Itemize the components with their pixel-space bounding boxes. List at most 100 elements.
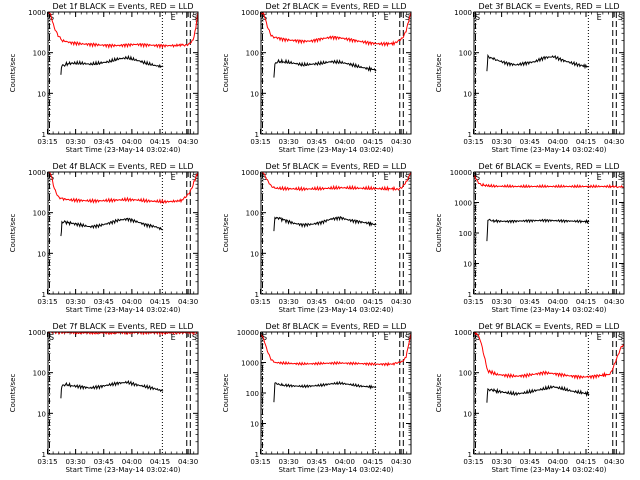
- plot-area: [48, 12, 198, 75]
- plot-area: [48, 172, 198, 237]
- end-marker-label: E: [171, 333, 176, 342]
- y-tick-label: 10: [463, 261, 472, 269]
- x-tick-label: 04:15: [576, 138, 596, 146]
- end-marker-label: E: [597, 13, 602, 22]
- panel-title: Det 3f BLACK = Events, RED = LLD: [478, 2, 619, 11]
- plot-area: [48, 332, 198, 399]
- end-marker-label: E: [384, 173, 389, 182]
- y-tick-label: 1: [42, 291, 46, 299]
- x-tick-label: 04:30: [391, 298, 411, 306]
- x-tick-label: 04:15: [363, 298, 383, 306]
- x-tick-label: 03:15: [37, 458, 57, 466]
- y-tick-label: 10: [37, 410, 46, 418]
- panel-title: Det 5f BLACK = Events, RED = LLD: [265, 162, 406, 171]
- end-marker-label: E: [597, 333, 602, 342]
- plot-frame: [47, 11, 199, 135]
- y-tick-label: 1: [42, 451, 46, 459]
- y-tick-label: 100: [459, 50, 472, 58]
- y-tick-label: 100: [33, 210, 46, 218]
- plot-frame: [473, 331, 625, 455]
- x-tick-label: 04:00: [335, 458, 355, 466]
- events-series-line: [273, 58, 377, 78]
- start-marker-label: S: [262, 333, 267, 342]
- y-tick-label: 10000: [237, 329, 259, 337]
- x-tick-label: 03:15: [463, 458, 483, 466]
- y-tick-label: 1000: [28, 169, 46, 177]
- y-tick-label: 1000: [241, 360, 259, 368]
- x-axis-label: Start Time (23-May-14 03:02:40): [491, 306, 606, 314]
- y-tick-label: 100: [33, 50, 46, 58]
- panel-title: Det 9f BLACK = Events, RED = LLD: [478, 322, 619, 331]
- lld-series-line: [261, 12, 411, 48]
- panel-title: Det 6f BLACK = Events, RED = LLD: [478, 162, 619, 171]
- x-tick-label: 04:15: [150, 458, 170, 466]
- detector-panel: Det 4f BLACK = Events, RED = LLD Counts/s…: [9, 162, 199, 314]
- panel-title: Det 1f BLACK = Events, RED = LLD: [52, 2, 193, 11]
- start-marker-label: S: [475, 13, 480, 22]
- detector-panel: Det 8f BLACK = Events, RED = LLD Counts/s…: [222, 322, 412, 474]
- events-series-line: [273, 380, 377, 403]
- y-tick-label: 10: [37, 250, 46, 258]
- lld-series-line: [474, 175, 624, 189]
- end-marker-label: E: [384, 333, 389, 342]
- plot-frame: [473, 171, 625, 295]
- events-series-line: [60, 217, 164, 237]
- events-series-line: [60, 54, 164, 75]
- x-tick-label: 04:15: [576, 298, 596, 306]
- y-tick-label: 1: [255, 291, 259, 299]
- detector-panel: Det 7f BLACK = Events, RED = LLD Counts/s…: [9, 322, 199, 474]
- x-tick-label: 03:45: [94, 138, 114, 146]
- y-tick-label: 100: [246, 390, 259, 398]
- detector-panel: Det 6f BLACK = Events, RED = LLD Counts/s…: [435, 162, 625, 314]
- x-tick-label: 03:45: [307, 298, 327, 306]
- x-axis-label: Start Time (23-May-14 03:02:40): [278, 306, 393, 314]
- y-tick-label: 1000: [454, 9, 472, 17]
- right-marker-label: S: [618, 13, 623, 22]
- lld-series-line: [48, 332, 198, 336]
- plot-area: [486, 53, 590, 72]
- x-tick-label: 03:45: [94, 458, 114, 466]
- right-marker-label: S: [618, 173, 623, 182]
- y-axis-label: Counts/sec: [222, 374, 230, 413]
- x-tick-label: 04:00: [122, 298, 142, 306]
- x-axis-label: Start Time (23-May-14 03:02:40): [65, 146, 180, 154]
- x-tick-label: 03:30: [279, 138, 299, 146]
- events-series-line: [486, 218, 590, 242]
- start-marker-label: S: [475, 173, 480, 182]
- y-tick-label: 100: [459, 230, 472, 238]
- x-tick-label: 04:30: [604, 298, 624, 306]
- start-marker-label: S: [49, 333, 54, 342]
- x-tick-label: 03:45: [307, 458, 327, 466]
- x-axis-label: Start Time (23-May-14 03:02:40): [491, 146, 606, 154]
- x-tick-label: 03:45: [520, 138, 540, 146]
- x-tick-label: 04:00: [548, 138, 568, 146]
- y-axis-label: Counts/sec: [9, 214, 17, 253]
- right-marker-label: S: [192, 333, 197, 342]
- y-tick-label: 1: [468, 451, 472, 459]
- y-tick-label: 10: [37, 90, 46, 98]
- y-tick-label: 10: [250, 421, 259, 429]
- x-tick-label: 03:15: [37, 138, 57, 146]
- y-tick-label: 1: [255, 131, 259, 139]
- events-series-line: [486, 384, 590, 403]
- y-tick-label: 1000: [454, 329, 472, 337]
- lld-series-line: [261, 172, 411, 192]
- end-marker-label: E: [171, 13, 176, 22]
- detector-panel: Det 3f BLACK = Events, RED = LLD Counts/s…: [435, 2, 625, 154]
- right-marker-label: S: [405, 333, 410, 342]
- detector-panel: Det 5f BLACK = Events, RED = LLD Counts/s…: [222, 162, 412, 314]
- plot-area: [474, 332, 624, 403]
- x-tick-label: 03:15: [463, 298, 483, 306]
- y-tick-label: 1: [255, 451, 259, 459]
- panel-title: Det 8f BLACK = Events, RED = LLD: [265, 322, 406, 331]
- plot-frame: [260, 331, 412, 455]
- x-tick-label: 03:30: [279, 458, 299, 466]
- x-tick-label: 03:30: [492, 298, 512, 306]
- detector-panel: Det 9f BLACK = Events, RED = LLD Counts/s…: [435, 322, 625, 474]
- x-tick-label: 03:30: [66, 298, 86, 306]
- y-tick-label: 10: [463, 410, 472, 418]
- plot-frame: [473, 11, 625, 135]
- plot-area: [261, 333, 411, 403]
- y-tick-label: 1000: [241, 9, 259, 17]
